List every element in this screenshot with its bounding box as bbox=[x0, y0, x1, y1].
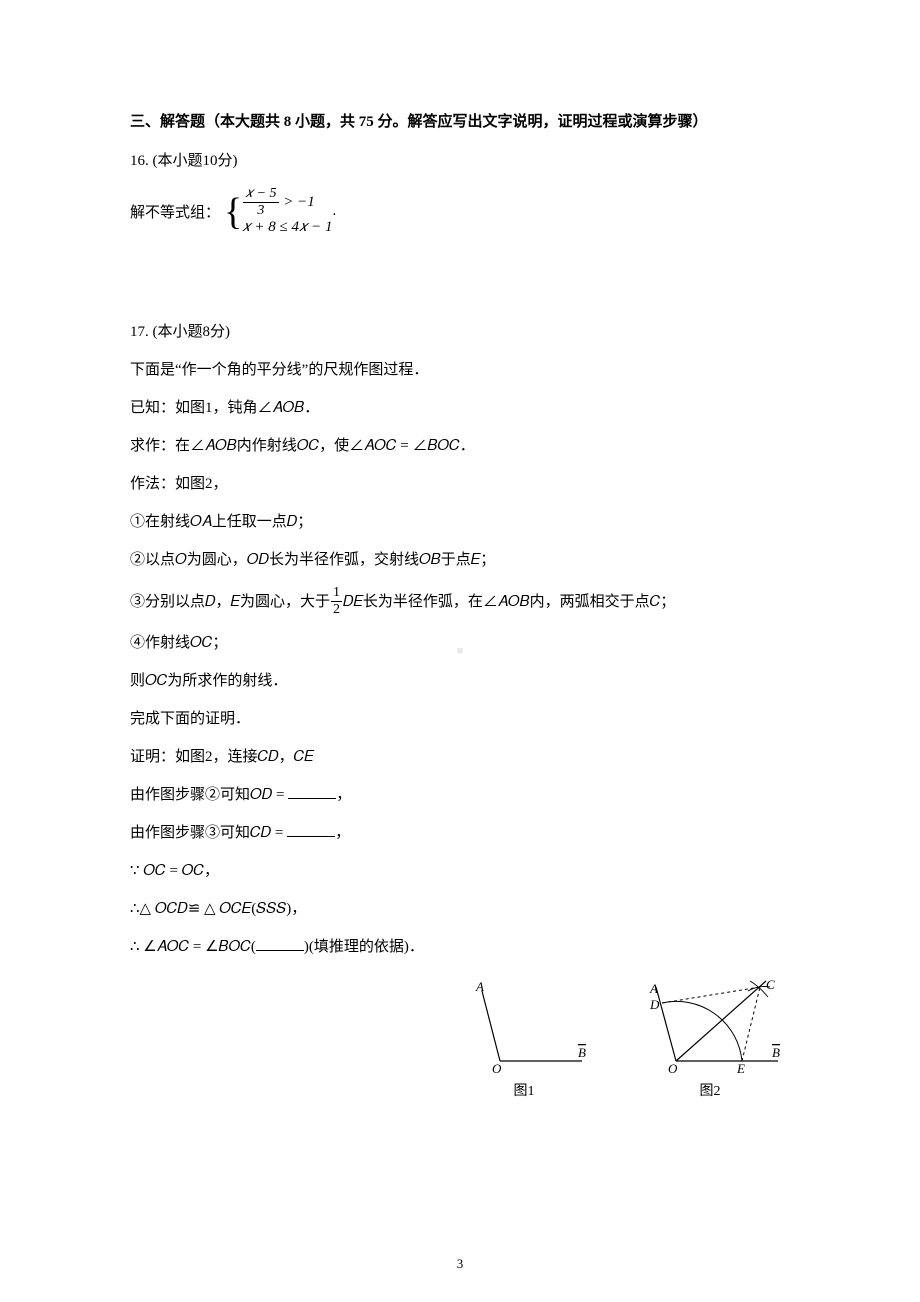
q16-points: (本小题10分) bbox=[153, 153, 238, 169]
fig1-svg: A O B bbox=[454, 979, 594, 1074]
blank-field-1 bbox=[288, 785, 336, 799]
fig2-caption: 图2 bbox=[700, 1080, 721, 1100]
q17-points: (本小题8分) bbox=[153, 324, 231, 340]
fig2-label-B: B bbox=[772, 1045, 780, 1060]
fig1-label-B: B bbox=[578, 1045, 586, 1060]
q17-line2-0: ④作射线𝑂𝐶； bbox=[130, 631, 790, 655]
q17-blank2: 由作图步骤③可知𝐶𝐷 = ， bbox=[130, 821, 790, 845]
q16-header: 16. (本小题10分) bbox=[130, 149, 790, 173]
sys-line-2: 𝑥 + 8 ≤ 4𝑥 − 1 bbox=[242, 218, 332, 236]
fig2-label-C: C bbox=[766, 979, 775, 992]
frac-post: 𝐷𝐸长为半径作弧，在∠𝐴𝑂𝐵内，两弧相交于点𝐶； bbox=[343, 590, 675, 614]
fig2-label-O: O bbox=[668, 1061, 678, 1074]
page-number: 3 bbox=[0, 1256, 920, 1272]
frac-half: 1 2 bbox=[331, 586, 342, 617]
fig1-label-O: O bbox=[492, 1061, 502, 1074]
q17-number: 17. bbox=[130, 324, 149, 340]
section-title: 三、解答题（本大题共 8 小题，共 75 分。解答应写出文字说明，证明过程或演算… bbox=[130, 110, 790, 131]
frac-den: 3 bbox=[257, 203, 264, 218]
frac-half-den: 2 bbox=[333, 602, 340, 617]
q16-prefix: 解不等式组： bbox=[130, 201, 220, 222]
q17-blank1: 由作图步骤②可知𝑂𝐷 = ， bbox=[130, 783, 790, 807]
sys-line-1: 𝑥 − 5 3 > −1 bbox=[242, 187, 332, 218]
q17-line2-2: 完成下面的证明． bbox=[130, 707, 790, 731]
blank3-post: )(填推理的依据)． bbox=[304, 939, 424, 955]
q17-line3-0: ∵ 𝑂𝐶 = 𝑂𝐶， bbox=[130, 859, 790, 883]
frac-x5-3: 𝑥 − 5 3 bbox=[243, 187, 278, 218]
frac-num: 𝑥 − 5 bbox=[243, 187, 278, 203]
q17-line-2: 求作：在∠𝐴𝑂𝐵内作射线𝑂𝐶，使∠𝐴𝑂𝐶 = ∠𝐵𝑂𝐶． bbox=[130, 434, 790, 458]
fig2-svg: A D O E B C bbox=[630, 979, 790, 1074]
figures-row: A O B 图1 A D bbox=[130, 979, 790, 1100]
q17-line-5: ②以点𝑂为圆心，𝑂𝐷长为半径作弧，交射线𝑂𝐵于点𝐸； bbox=[130, 548, 790, 572]
blank2-post: ， bbox=[335, 825, 350, 841]
q17-line-1: 已知：如图1，钝角∠𝐴𝑂𝐵． bbox=[130, 396, 790, 420]
fig2-label-E: E bbox=[736, 1061, 745, 1074]
q16-number: 16. bbox=[130, 153, 149, 169]
q17-header: 17. (本小题8分) bbox=[130, 320, 790, 344]
fig2-label-A: A bbox=[649, 981, 658, 996]
q17-line3-1: ∴△ 𝑂𝐶𝐷≌ △ 𝑂𝐶𝐸(𝑆𝑆𝑆)， bbox=[130, 897, 790, 921]
blank1-pre: 由作图步骤②可知𝑂𝐷 = bbox=[130, 787, 288, 803]
fig1-caption: 图1 bbox=[514, 1080, 535, 1100]
left-brace: { bbox=[224, 193, 242, 231]
fig2-label-D: D bbox=[649, 997, 660, 1012]
figure-1: A O B 图1 bbox=[454, 979, 594, 1100]
q17-line-0: 下面是“作一个角的平分线”的尺规作图过程． bbox=[130, 358, 790, 382]
blank2-pre: 由作图步骤③可知𝐶𝐷 = bbox=[130, 825, 287, 841]
q17-line2-3: 证明：如图2，连接𝐶𝐷，𝐶𝐸 bbox=[130, 745, 790, 769]
fig1-label-A: A bbox=[475, 979, 484, 994]
q16-system: 解不等式组： { 𝑥 − 5 3 > −1 𝑥 + 8 ≤ 4𝑥 − 1 . bbox=[130, 187, 790, 236]
q17-blank3: ∴ ∠𝐴𝑂𝐶 = ∠𝐵𝑂𝐶( )(填推理的依据)． bbox=[130, 935, 790, 959]
sys-period: . bbox=[332, 203, 336, 220]
frac-half-num: 1 bbox=[331, 586, 342, 602]
blank3-pre: ∴ ∠𝐴𝑂𝐶 = ∠𝐵𝑂𝐶( bbox=[130, 939, 256, 955]
figure-2: A D O E B C 图2 bbox=[630, 979, 790, 1100]
q17-line-3: 作法：如图2， bbox=[130, 472, 790, 496]
blank1-post: ， bbox=[336, 787, 351, 803]
blank-field-3 bbox=[256, 937, 304, 951]
frac-pre: ③分别以点𝐷，𝐸为圆心，大于 bbox=[130, 590, 330, 614]
sys1-rest: > −1 bbox=[280, 194, 315, 210]
q17-line2-1: 则𝑂𝐶为所求作的射线． bbox=[130, 669, 790, 693]
q17-line-4: ①在射线𝑂𝐴上任取一点𝐷； bbox=[130, 510, 790, 534]
blank-field-2 bbox=[287, 823, 335, 837]
q17-line-frac: ③分别以点𝐷，𝐸为圆心，大于 1 2 𝐷𝐸长为半径作弧，在∠𝐴𝑂𝐵内，两弧相交于… bbox=[130, 586, 790, 617]
